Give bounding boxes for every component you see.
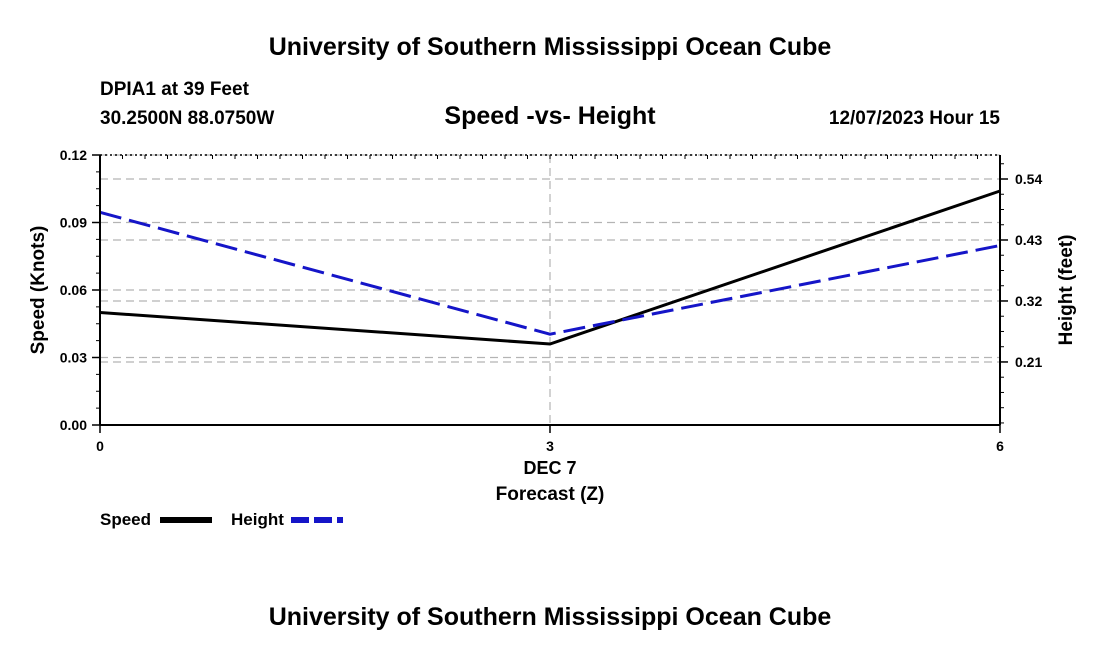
x-axis-label: Forecast (Z)	[496, 484, 605, 505]
page-title-bottom: University of Southern Mississippi Ocean…	[269, 603, 832, 631]
axes: 0.00 0.03 0.06 0.09 0.12 0.21 0.32 0.43 0.54 0 3 6	[60, 147, 1043, 454]
legend-speed-label: Speed	[100, 510, 151, 529]
y-right-tick-label: 0.54	[1015, 171, 1042, 187]
y-left-axis-label: Speed (Knots)	[28, 226, 49, 355]
chart-title: Speed -vs- Height	[444, 102, 656, 130]
x-date-label: DEC 7	[523, 458, 576, 478]
x-tick-label: 6	[996, 438, 1004, 454]
y-left-tick-label: 0.06	[60, 282, 87, 298]
y-right-tick-label: 0.43	[1015, 232, 1042, 248]
y-right-tick-label: 0.21	[1015, 354, 1042, 370]
x-tick-label: 3	[546, 438, 554, 454]
y-left-tick-label: 0.03	[60, 350, 87, 366]
y-left-tick-label: 0.12	[60, 147, 87, 163]
legend: Speed Height	[100, 510, 343, 529]
x-tick-label: 0	[96, 438, 104, 454]
y-left-tick-label: 0.09	[60, 215, 87, 231]
y-right-tick-label: 0.32	[1015, 293, 1042, 309]
page-title-top: University of Southern Mississippi Ocean…	[269, 33, 832, 61]
series	[99, 189, 1001, 346]
y-right-axis-label: Height (feet)	[1056, 235, 1077, 346]
coords-label: 30.2500N 88.0750W	[100, 108, 274, 129]
station-label: DPIA1 at 39 Feet	[100, 79, 250, 100]
grid	[100, 154, 1000, 425]
timestamp-label: 12/07/2023 Hour 15	[829, 108, 1001, 129]
legend-height-label: Height	[231, 510, 284, 529]
series-line-speed	[99, 189, 1001, 346]
y-left-tick-label: 0.00	[60, 417, 87, 433]
series-line-height	[99, 210, 1001, 336]
